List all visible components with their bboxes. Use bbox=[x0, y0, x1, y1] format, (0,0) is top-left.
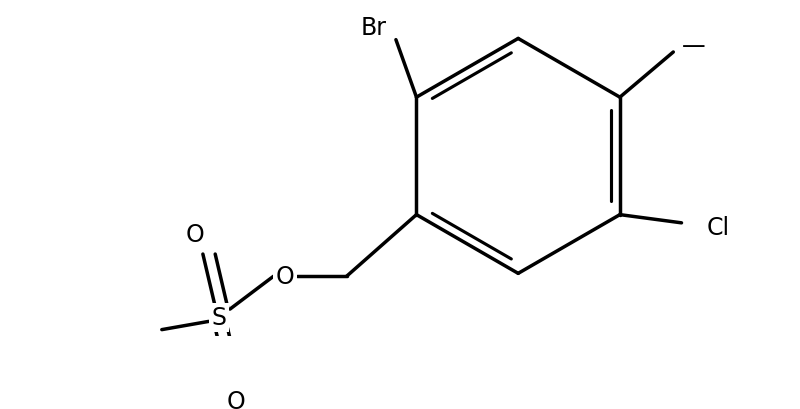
Text: O: O bbox=[226, 389, 245, 409]
Text: Cl: Cl bbox=[706, 216, 730, 239]
Text: Br: Br bbox=[361, 16, 386, 40]
Text: —: — bbox=[682, 34, 706, 58]
Text: O: O bbox=[276, 265, 294, 288]
Text: O: O bbox=[186, 222, 204, 246]
Text: S: S bbox=[212, 306, 227, 330]
